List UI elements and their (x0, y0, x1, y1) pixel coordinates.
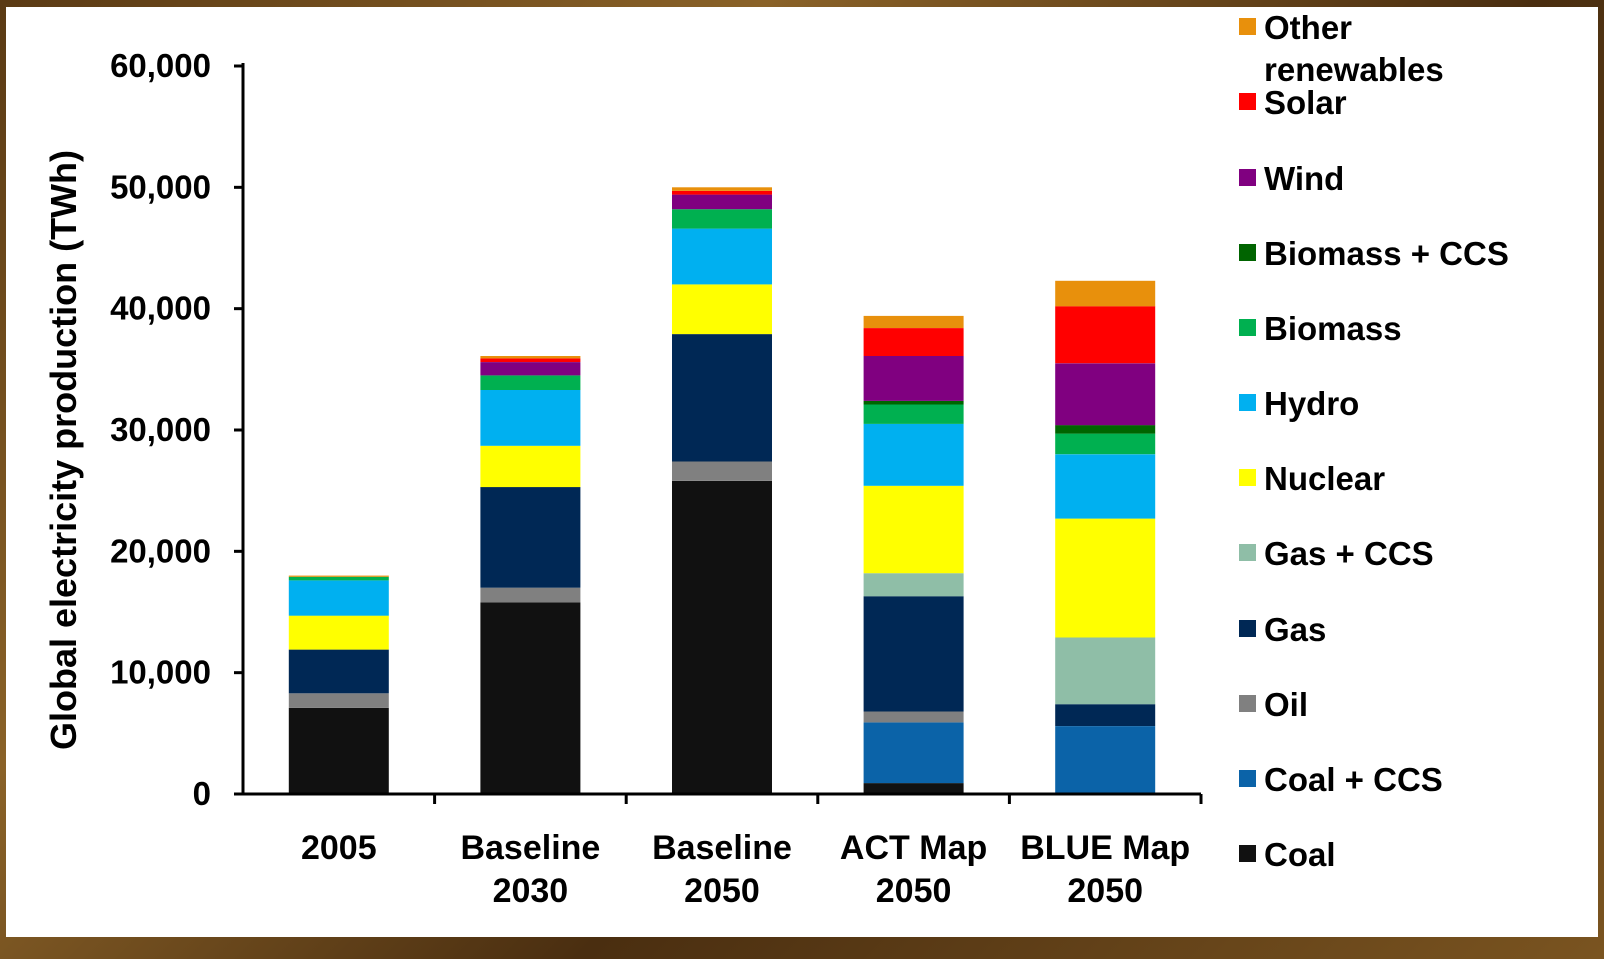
bar-segment-nuclear-3 (863, 485, 964, 574)
bar-segment-oil-2 (672, 461, 772, 481)
bar-segment-biomass-ccs-3 (863, 400, 964, 405)
bar-segment-oil-0 (288, 693, 389, 708)
legend-swatch-nuclear (1239, 469, 1256, 486)
legend-swatch-gas-ccs (1239, 544, 1256, 561)
legend-label-coal-ccs: Coal + CCS (1264, 761, 1443, 798)
y-tick-label-0: 0 (193, 775, 211, 812)
legend-label-biomass-ccs: Biomass + CCS (1264, 235, 1509, 272)
x-tick-label-3: ACT Map 2050 (840, 829, 987, 910)
bar-segment-gas-ccs-4 (1055, 637, 1156, 705)
bar-segment-nuclear-2 (672, 284, 772, 335)
bar-segment-biomass-ccs-4 (1055, 425, 1156, 434)
bar-segment-hydro-1 (480, 390, 581, 446)
x-tick-label-1: Baseline 2030 (460, 829, 600, 910)
bar-segment-oil-3 (863, 711, 964, 723)
legend-swatch-wind (1239, 169, 1256, 186)
bar-segment-solar-4 (1055, 306, 1156, 364)
bar-segment-coal-2 (672, 481, 772, 794)
legend-label-coal: Coal (1264, 836, 1336, 873)
bar-segment-gas-4 (1055, 704, 1156, 726)
y-tick-label-6: 60,000 (110, 47, 211, 84)
bar-segment-biomass-1 (480, 375, 581, 390)
y-tick-label-2: 20,000 (110, 532, 211, 569)
axes-group: 2005 Baseline 2030 Baseline 2050 ACT Map 2050 B… (110, 47, 1203, 910)
bar-segment-gas-ccs-3 (863, 573, 964, 597)
bar-segment-solar-2 (672, 191, 772, 195)
bar-segment-solar-3 (863, 328, 964, 356)
legend-swatch-coal-ccs (1239, 770, 1256, 787)
bar-segment-other-renewables-0 (288, 575, 389, 577)
bar-segment-wind-2 (672, 194, 772, 210)
bar-segment-coal-1 (480, 602, 581, 794)
bar-segment-biomass-4 (1055, 433, 1156, 455)
bar-segment-coal-ccs-3 (863, 722, 964, 784)
legend-label-solar: Solar (1264, 84, 1347, 121)
bar-segment-other-renewables-3 (863, 315, 964, 328)
bar-segment-gas-3 (863, 596, 964, 712)
x-tick-label-4: BLUE Map 2050 (1020, 829, 1190, 910)
y-axis-title: Global electricity production (TWh) (43, 150, 84, 750)
bar-segment-biomass-2 (672, 209, 772, 229)
bar-segment-other-renewables-1 (480, 356, 581, 359)
bar-segment-biomass-0 (288, 576, 389, 581)
bar-segment-oil-1 (480, 587, 581, 603)
bar-segment-wind-1 (480, 362, 581, 376)
y-tick-label-3: 30,000 (110, 411, 211, 448)
bar-segment-hydro-0 (288, 580, 389, 616)
bar-segment-wind-3 (863, 356, 964, 401)
bar-segment-biomass-3 (863, 404, 964, 424)
y-tick-label-1: 10,000 (110, 654, 211, 691)
bar-segment-nuclear-4 (1055, 518, 1156, 638)
bar-segment-nuclear-1 (480, 445, 581, 488)
bar-segment-hydro-4 (1055, 454, 1156, 519)
bar-segment-coal-3 (863, 783, 964, 794)
bar-segment-wind-4 (1055, 363, 1156, 426)
bar-segment-other-renewables-4 (1055, 280, 1156, 307)
y-tick-label-5: 50,000 (110, 168, 211, 205)
bar-segment-gas-0 (288, 649, 389, 694)
legend-swatch-coal (1239, 845, 1256, 862)
chart-panel: 2005 Baseline 2030 Baseline 2050 ACT Map 2050 B… (6, 7, 1598, 937)
legend-label-wind: Wind (1264, 160, 1344, 197)
legend-swatch-biomass-ccs (1239, 244, 1256, 261)
legend-label-oil: Oil (1264, 686, 1308, 723)
legend-swatch-other-renewables (1239, 18, 1256, 35)
bar-segment-other-renewables-2 (672, 187, 772, 191)
legend-label-gas: Gas (1264, 611, 1326, 648)
legend-swatch-solar (1239, 93, 1256, 110)
legend-swatch-hydro (1239, 394, 1256, 411)
bar-segment-solar-1 (480, 358, 581, 362)
legend-swatch-oil (1239, 695, 1256, 712)
legend-swatch-biomass (1239, 319, 1256, 336)
bar-segment-nuclear-0 (288, 615, 389, 650)
bar-segment-gas-2 (672, 334, 772, 462)
bar-segment-hydro-2 (672, 228, 772, 285)
legend-label-nuclear: Nuclear (1264, 460, 1385, 497)
x-tick-label-2: Baseline 2050 (652, 829, 792, 910)
bars-group (288, 187, 1156, 794)
bar-segment-gas-1 (480, 487, 581, 588)
legend-label-other-renewables: Other renewables (1264, 9, 1444, 88)
stacked-bar-chart: 2005 Baseline 2030 Baseline 2050 ACT Map 2050 B… (43, 9, 1509, 910)
bar-segment-hydro-3 (863, 423, 964, 486)
legend-label-biomass: Biomass (1264, 310, 1402, 347)
legend-label-hydro: Hydro (1264, 385, 1359, 422)
bar-segment-coal-0 (288, 707, 389, 794)
y-tick-label-4: 40,000 (110, 290, 211, 327)
bar-segment-coal-ccs-4 (1055, 726, 1156, 794)
x-tick-label-0: 2005 (301, 829, 377, 867)
legend-label-gas-ccs: Gas + CCS (1264, 535, 1434, 572)
legend-swatch-gas (1239, 620, 1256, 637)
